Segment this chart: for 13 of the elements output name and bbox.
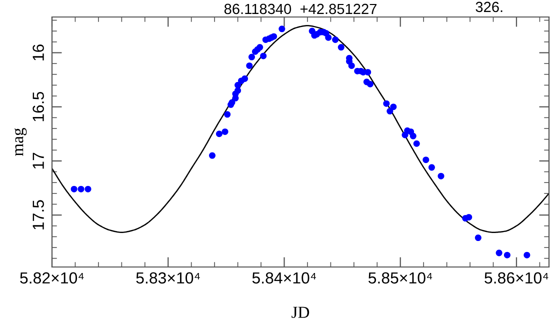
text: 326. bbox=[476, 2, 502, 12]
y-axis-title: mag bbox=[14, 128, 27, 156]
y-tick-label: 17.5 bbox=[32, 200, 44, 230]
y-tick-label: 16.5 bbox=[32, 92, 44, 122]
chart-title: 86.118340 +42.851227 bbox=[224, 4, 376, 14]
y-tick-label: 17 bbox=[32, 152, 44, 169]
x-tick-label: 5.83×10⁴ bbox=[136, 272, 200, 284]
y-tick-label: 16 bbox=[32, 44, 44, 60]
x-tick-label: 5.84×10⁴ bbox=[252, 272, 316, 284]
x-tick-label: 5.82×10⁴ bbox=[20, 272, 84, 284]
x-tick-label: 5.85×10⁴ bbox=[368, 272, 432, 284]
x-axis-title: JD bbox=[292, 306, 310, 318]
x-tick-label: 5.86×10⁴ bbox=[484, 272, 548, 284]
